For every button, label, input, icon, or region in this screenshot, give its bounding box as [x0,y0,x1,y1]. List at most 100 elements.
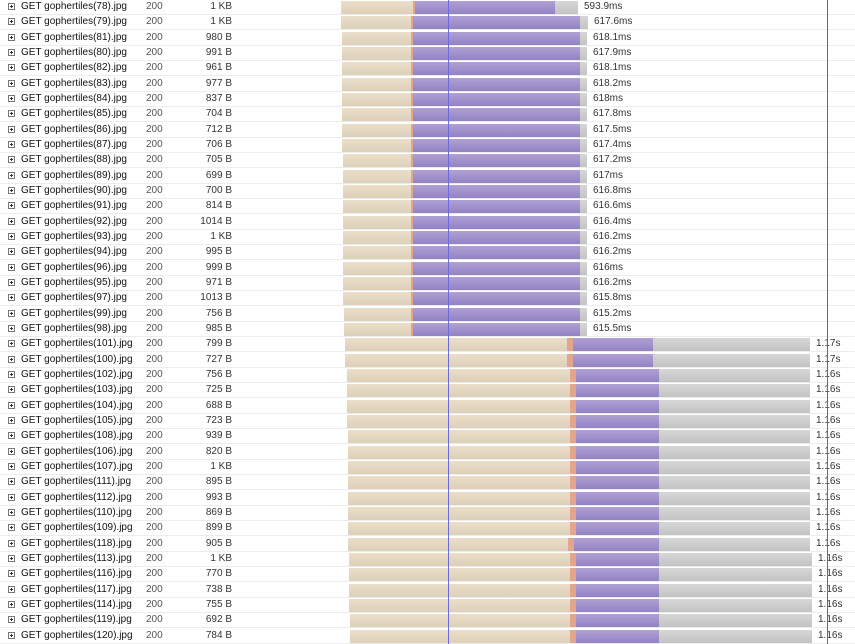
expand-icon[interactable] [8,232,15,240]
expand-icon[interactable] [8,539,15,547]
request-url: GET gophertiles(114).jpg [21,598,132,610]
expand-icon[interactable] [8,570,15,578]
expand-icon[interactable] [8,110,15,118]
table-row[interactable]: GET gophertiles(91).jpg 200 814 B 616.6ms [0,199,855,215]
table-row[interactable]: GET gophertiles(86).jpg 200 712 B 617.5ms [0,123,855,138]
expand-icon[interactable] [8,355,15,363]
table-row[interactable]: GET gophertiles(110).jpg 200 869 B 1.16s [0,506,855,521]
receiving-segment [413,169,580,183]
waiting-segment [347,384,570,398]
table-row[interactable]: GET gophertiles(81).jpg 200 980 B 618.1ms [0,31,855,46]
table-row[interactable]: GET gophertiles(100).jpg 200 727 B 1.17s [0,353,855,368]
table-row[interactable]: GET gophertiles(104).jpg 200 688 B 1.16s [0,399,855,414]
table-row[interactable]: GET gophertiles(103).jpg 200 725 B 1.16s [0,383,855,399]
expand-icon[interactable] [8,600,15,608]
table-row[interactable]: GET gophertiles(119).jpg 200 692 B 1.16s [0,613,855,629]
table-row[interactable]: GET gophertiles(117).jpg 200 738 B 1.16s [0,583,855,598]
table-row[interactable]: GET gophertiles(90).jpg 200 700 B 616.8ms [0,184,855,199]
table-row[interactable]: GET gophertiles(102).jpg 200 756 B 1.16s [0,368,855,383]
expand-icon[interactable] [8,171,15,179]
table-row[interactable]: GET gophertiles(101).jpg 200 799 B 1.17s [0,337,855,353]
expand-icon[interactable] [8,616,15,624]
table-row[interactable]: GET gophertiles(88).jpg 200 705 B 617.2ms [0,153,855,169]
expand-icon[interactable] [8,554,15,562]
expand-icon[interactable] [8,401,15,409]
table-row[interactable]: GET gophertiles(85).jpg 200 704 B 617.8ms [0,107,855,123]
expand-icon[interactable] [8,493,15,501]
expand-icon[interactable] [8,508,15,516]
expand-icon[interactable] [8,33,15,41]
expand-icon[interactable] [8,432,15,440]
response-size: 770 B [205,568,232,580]
waiting-segment [349,552,570,566]
sending-segment [570,552,576,566]
table-row[interactable]: GET gophertiles(99).jpg 200 756 B 615.2ms [0,307,855,322]
expand-icon[interactable] [8,631,15,639]
expand-icon[interactable] [8,79,15,87]
expand-icon[interactable] [8,217,15,225]
expand-icon[interactable] [8,416,15,424]
table-row[interactable]: GET gophertiles(84).jpg 200 837 B 618ms [0,92,855,107]
response-size: 705 B [205,154,232,166]
remaining-segment [659,614,812,628]
expand-icon[interactable] [8,370,15,378]
expand-icon[interactable] [8,309,15,317]
expand-icon[interactable] [8,386,15,394]
expand-icon[interactable] [8,140,15,148]
expand-icon[interactable] [8,186,15,194]
table-row[interactable]: GET gophertiles(78).jpg 200 1 KB 593.9ms [0,0,855,15]
expand-icon[interactable] [8,447,15,455]
expand-icon[interactable] [8,94,15,102]
expand-icon[interactable] [8,248,15,256]
expand-icon[interactable] [8,340,15,348]
expand-icon[interactable] [8,524,15,532]
table-row[interactable]: GET gophertiles(118).jpg 200 905 B 1.16s [0,537,855,552]
remaining-segment [659,368,810,382]
sending-segment [411,230,413,244]
receiving-segment [413,261,580,275]
table-row[interactable]: GET gophertiles(95).jpg 200 971 B 616.2ms [0,276,855,291]
sending-segment [570,368,576,382]
expand-icon[interactable] [8,125,15,133]
table-row[interactable]: GET gophertiles(106).jpg 200 820 B 1.16s [0,445,855,460]
table-row[interactable]: GET gophertiles(98).jpg 200 985 B 615.5ms [0,322,855,337]
expand-icon[interactable] [8,585,15,593]
expand-icon[interactable] [8,478,15,486]
table-row[interactable]: GET gophertiles(107).jpg 200 1 KB 1.16s [0,460,855,475]
table-row[interactable]: GET gophertiles(94).jpg 200 995 B 616.2ms [0,245,855,261]
table-row[interactable]: GET gophertiles(80).jpg 200 991 B 617.9ms [0,46,855,61]
table-row[interactable]: GET gophertiles(109).jpg 200 899 B 1.16s [0,521,855,537]
table-row[interactable]: GET gophertiles(89).jpg 200 699 B 617ms [0,169,855,184]
expand-icon[interactable] [8,64,15,72]
expand-icon[interactable] [8,263,15,271]
table-row[interactable]: GET gophertiles(113).jpg 200 1 KB 1.16s [0,552,855,567]
table-row[interactable]: GET gophertiles(105).jpg 200 723 B 1.16s [0,414,855,429]
table-row[interactable]: GET gophertiles(87).jpg 200 706 B 617.4ms [0,138,855,153]
expand-icon[interactable] [8,18,15,26]
expand-icon[interactable] [8,294,15,302]
table-row[interactable]: GET gophertiles(108).jpg 200 939 B 1.16s [0,429,855,445]
expand-icon[interactable] [8,202,15,210]
table-row[interactable]: GET gophertiles(116).jpg 200 770 B 1.16s [0,567,855,583]
expand-icon[interactable] [8,48,15,56]
table-row[interactable]: GET gophertiles(92).jpg 200 1014 B 616.4ms [0,215,855,230]
table-row[interactable]: GET gophertiles(120).jpg 200 784 B 1.16s [0,629,855,644]
table-row[interactable]: GET gophertiles(97).jpg 200 1013 B 615.8ms [0,291,855,307]
table-row[interactable]: GET gophertiles(112).jpg 200 993 B 1.16s [0,491,855,506]
expand-icon[interactable] [8,462,15,470]
expand-icon[interactable] [8,156,15,164]
table-row[interactable]: GET gophertiles(111).jpg 200 895 B 1.16s [0,475,855,491]
response-size: 999 B [205,261,232,273]
expand-icon[interactable] [8,3,15,10]
remaining-segment [580,92,587,106]
expand-icon[interactable] [8,324,15,332]
request-time: 1.16s [816,430,841,442]
table-row[interactable]: GET gophertiles(96).jpg 200 999 B 616ms [0,261,855,276]
table-row[interactable]: GET gophertiles(83).jpg 200 977 B 618.2ms [0,77,855,92]
table-row[interactable]: GET gophertiles(79).jpg 200 1 KB 617.6ms [0,15,855,31]
table-row[interactable]: GET gophertiles(93).jpg 200 1 KB 616.2ms [0,230,855,245]
table-row[interactable]: GET gophertiles(82).jpg 200 961 B 618.1ms [0,61,855,77]
table-row[interactable]: GET gophertiles(114).jpg 200 755 B 1.16s [0,598,855,613]
expand-icon[interactable] [8,278,15,286]
waiting-segment [343,261,411,275]
